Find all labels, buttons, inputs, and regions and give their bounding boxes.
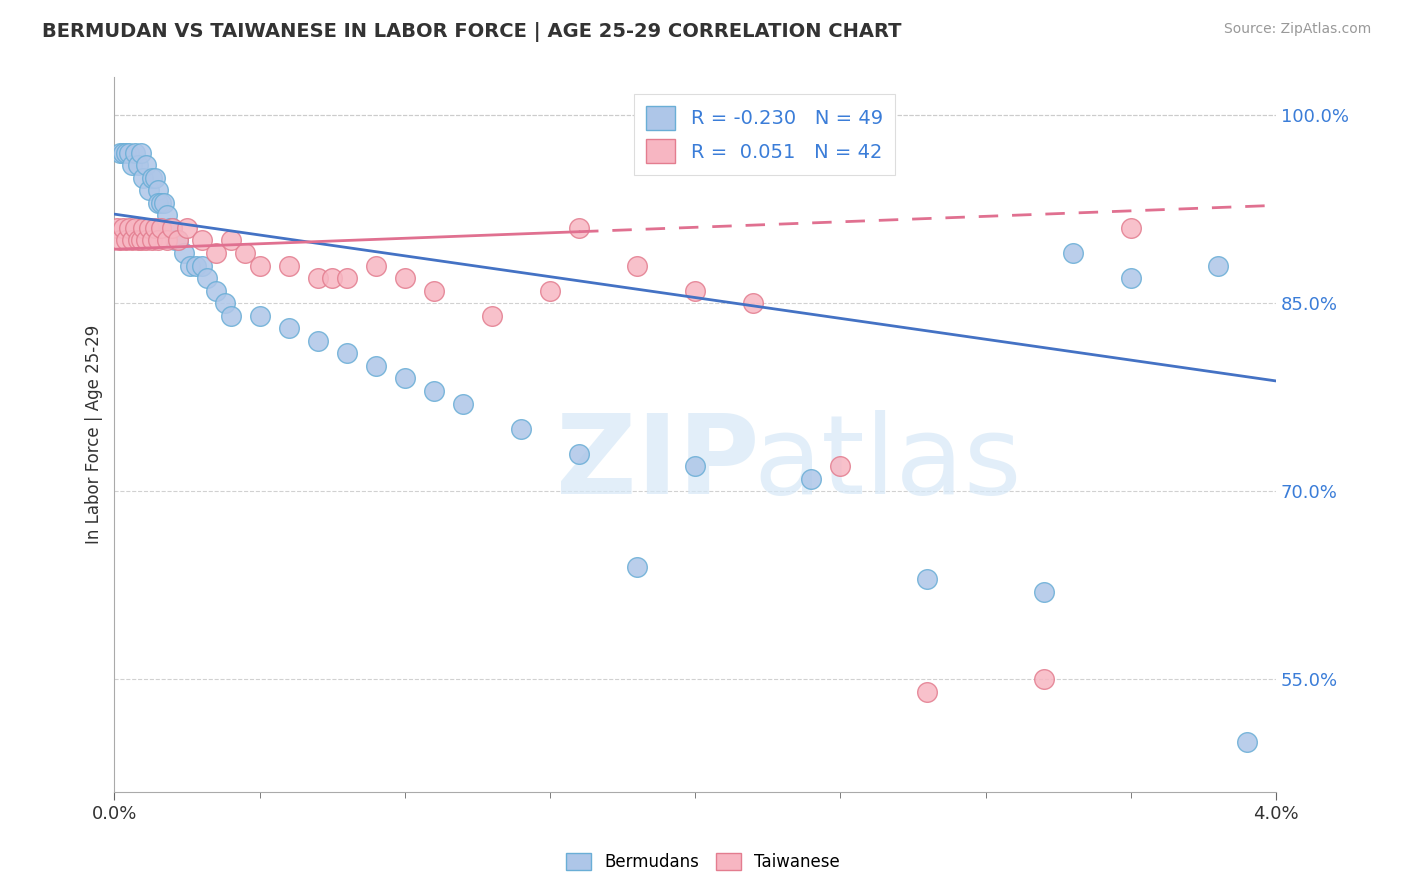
Point <box>205 284 228 298</box>
Point <box>149 195 172 210</box>
Point <box>307 271 329 285</box>
Point <box>135 234 157 248</box>
Point <box>121 234 143 248</box>
Point <box>141 234 163 248</box>
Point <box>143 221 166 235</box>
Point <box>146 234 169 248</box>
Point <box>156 208 179 222</box>
Point <box>190 234 212 248</box>
Point <box>917 685 939 699</box>
Point <box>219 309 242 323</box>
Point <box>249 309 271 323</box>
Point <box>510 421 533 435</box>
Text: atlas: atlas <box>754 410 1022 517</box>
Point <box>1062 246 1084 260</box>
Point <box>626 259 648 273</box>
Point <box>1032 584 1054 599</box>
Point <box>249 259 271 273</box>
Point <box>143 170 166 185</box>
Point <box>568 221 591 235</box>
Point <box>149 221 172 235</box>
Point <box>110 234 132 248</box>
Point <box>124 145 146 160</box>
Point <box>162 221 184 235</box>
Point <box>138 221 160 235</box>
Point <box>124 221 146 235</box>
Point <box>742 296 765 310</box>
Point <box>336 271 359 285</box>
Y-axis label: In Labor Force | Age 25-29: In Labor Force | Age 25-29 <box>86 326 103 544</box>
Point <box>394 371 416 385</box>
Point <box>451 396 474 410</box>
Point <box>205 246 228 260</box>
Text: BERMUDAN VS TAIWANESE IN LABOR FORCE | AGE 25-29 CORRELATION CHART: BERMUDAN VS TAIWANESE IN LABOR FORCE | A… <box>42 22 901 42</box>
Point <box>165 234 187 248</box>
Point <box>121 158 143 172</box>
Point <box>167 234 190 248</box>
Point <box>423 384 446 398</box>
Point <box>112 145 135 160</box>
Point <box>219 234 242 248</box>
Point <box>132 170 155 185</box>
Point <box>138 183 160 197</box>
Point <box>1206 259 1229 273</box>
Point <box>830 459 852 474</box>
Point <box>481 309 503 323</box>
Point <box>277 321 299 335</box>
Point <box>179 259 201 273</box>
Point <box>364 359 387 373</box>
Point <box>214 296 236 310</box>
Point <box>1032 673 1054 687</box>
Point <box>127 234 149 248</box>
Point <box>1119 221 1142 235</box>
Point <box>626 559 648 574</box>
Point <box>423 284 446 298</box>
Point <box>917 572 939 586</box>
Point <box>167 234 190 248</box>
Point <box>129 234 152 248</box>
Point <box>321 271 343 285</box>
Point <box>683 284 706 298</box>
Point <box>683 459 706 474</box>
Point <box>190 259 212 273</box>
Point <box>135 158 157 172</box>
Point <box>568 447 591 461</box>
Point <box>364 259 387 273</box>
Point <box>129 145 152 160</box>
Point <box>112 221 135 235</box>
Point <box>115 234 138 248</box>
Text: Source: ZipAtlas.com: Source: ZipAtlas.com <box>1223 22 1371 37</box>
Point <box>146 195 169 210</box>
Point <box>173 246 195 260</box>
Point <box>115 145 138 160</box>
Point <box>118 221 141 235</box>
Point <box>127 158 149 172</box>
Point <box>132 221 155 235</box>
Point <box>159 221 181 235</box>
Text: ZIP: ZIP <box>555 410 759 517</box>
Point <box>336 346 359 360</box>
Point <box>277 259 299 273</box>
Point <box>162 221 184 235</box>
Legend: R = -0.230   N = 49, R =  0.051   N = 42: R = -0.230 N = 49, R = 0.051 N = 42 <box>634 95 894 175</box>
Point <box>105 221 128 235</box>
Point <box>800 472 823 486</box>
Point <box>538 284 561 298</box>
Point <box>110 145 132 160</box>
Point <box>195 271 218 285</box>
Point <box>141 170 163 185</box>
Point <box>394 271 416 285</box>
Point <box>118 145 141 160</box>
Point <box>184 259 207 273</box>
Point <box>307 334 329 348</box>
Point <box>1236 735 1258 749</box>
Legend: Bermudans, Taiwanese: Bermudans, Taiwanese <box>558 845 848 880</box>
Point <box>156 234 179 248</box>
Point <box>176 221 198 235</box>
Point <box>233 246 256 260</box>
Point <box>146 183 169 197</box>
Point <box>152 195 174 210</box>
Point <box>1119 271 1142 285</box>
